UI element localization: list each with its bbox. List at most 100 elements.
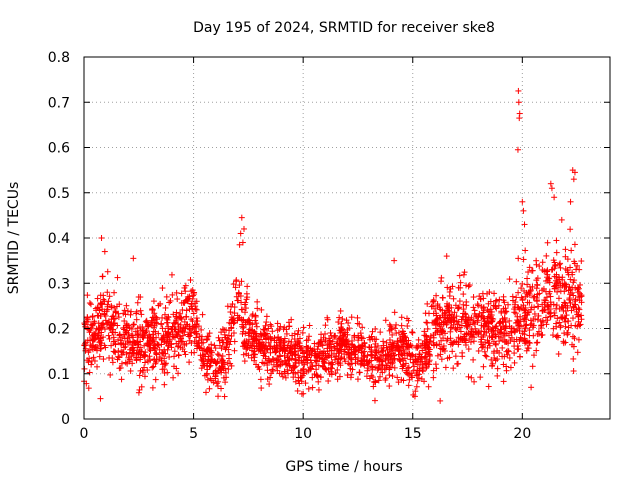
data-point <box>569 333 576 340</box>
data-point <box>533 339 540 346</box>
data-point <box>261 327 268 334</box>
data-point <box>325 366 332 373</box>
data-point <box>253 323 260 330</box>
data-point <box>322 322 329 329</box>
data-point <box>150 334 157 341</box>
data-point <box>515 99 522 106</box>
data-point <box>345 351 352 358</box>
data-point <box>99 273 106 280</box>
data-point <box>378 366 385 373</box>
data-points <box>81 87 585 404</box>
data-point <box>187 277 194 284</box>
data-point <box>150 314 157 321</box>
data-point <box>243 296 250 303</box>
data-point <box>442 364 449 371</box>
data-point <box>578 258 585 265</box>
data-point <box>562 246 569 253</box>
data-point <box>454 305 461 312</box>
data-point <box>295 377 302 384</box>
data-point <box>383 362 390 369</box>
data-point <box>430 339 437 346</box>
data-point <box>529 363 536 370</box>
data-point <box>561 288 568 295</box>
data-point <box>311 371 318 378</box>
data-point <box>356 369 363 376</box>
data-point <box>423 333 430 340</box>
data-point <box>544 239 551 246</box>
data-point <box>446 312 453 319</box>
data-point <box>245 332 252 339</box>
data-point <box>429 298 436 305</box>
data-point <box>274 327 281 334</box>
data-point <box>299 329 306 336</box>
data-point <box>296 354 303 361</box>
data-point <box>193 315 200 322</box>
data-point <box>429 319 436 326</box>
data-point <box>416 365 423 372</box>
data-point <box>470 304 477 311</box>
data-point <box>306 333 313 340</box>
data-point <box>265 334 272 341</box>
data-point <box>553 333 560 340</box>
data-point <box>122 329 129 336</box>
data-point <box>109 329 116 336</box>
data-point <box>188 349 195 356</box>
data-point <box>213 380 220 387</box>
data-point <box>277 361 284 368</box>
data-point <box>138 383 145 390</box>
data-point <box>106 319 113 326</box>
data-point <box>400 337 407 344</box>
data-point <box>177 310 184 317</box>
data-point <box>564 267 571 274</box>
data-point <box>210 379 217 386</box>
data-point <box>319 342 326 349</box>
data-point <box>115 314 122 321</box>
data-point <box>121 307 128 314</box>
data-point <box>573 266 580 273</box>
data-point <box>194 345 201 352</box>
data-point <box>241 343 248 350</box>
data-point <box>565 324 572 331</box>
data-point <box>437 351 444 358</box>
data-point <box>358 349 365 356</box>
data-point <box>144 319 151 326</box>
data-point <box>376 354 383 361</box>
data-point <box>219 353 226 360</box>
data-point <box>485 383 492 390</box>
data-point <box>370 383 377 390</box>
data-point <box>570 292 577 299</box>
data-point <box>562 302 569 309</box>
data-point <box>269 366 276 373</box>
data-point <box>265 339 272 346</box>
data-point <box>253 320 260 327</box>
data-point <box>490 327 497 334</box>
data-point <box>226 327 233 334</box>
data-point <box>337 329 344 336</box>
data-point <box>571 241 578 248</box>
data-point <box>84 318 91 325</box>
data-point <box>156 354 163 361</box>
data-point <box>565 287 572 294</box>
data-point <box>521 287 528 294</box>
data-point <box>437 323 444 330</box>
data-point <box>572 322 579 329</box>
data-point <box>338 342 345 349</box>
data-point <box>175 342 182 349</box>
data-point <box>168 326 175 333</box>
data-point <box>543 294 550 301</box>
data-point <box>106 335 113 342</box>
data-point <box>574 349 581 356</box>
data-point <box>543 321 550 328</box>
data-point <box>334 366 341 373</box>
data-point <box>266 357 273 364</box>
data-point <box>423 342 430 349</box>
data-point <box>338 320 345 327</box>
data-point <box>276 370 283 377</box>
data-point <box>355 355 362 362</box>
data-point <box>137 294 144 301</box>
data-point <box>142 318 149 325</box>
data-point <box>380 342 387 349</box>
data-point <box>134 331 141 338</box>
data-point <box>562 308 569 315</box>
data-point <box>274 334 281 341</box>
